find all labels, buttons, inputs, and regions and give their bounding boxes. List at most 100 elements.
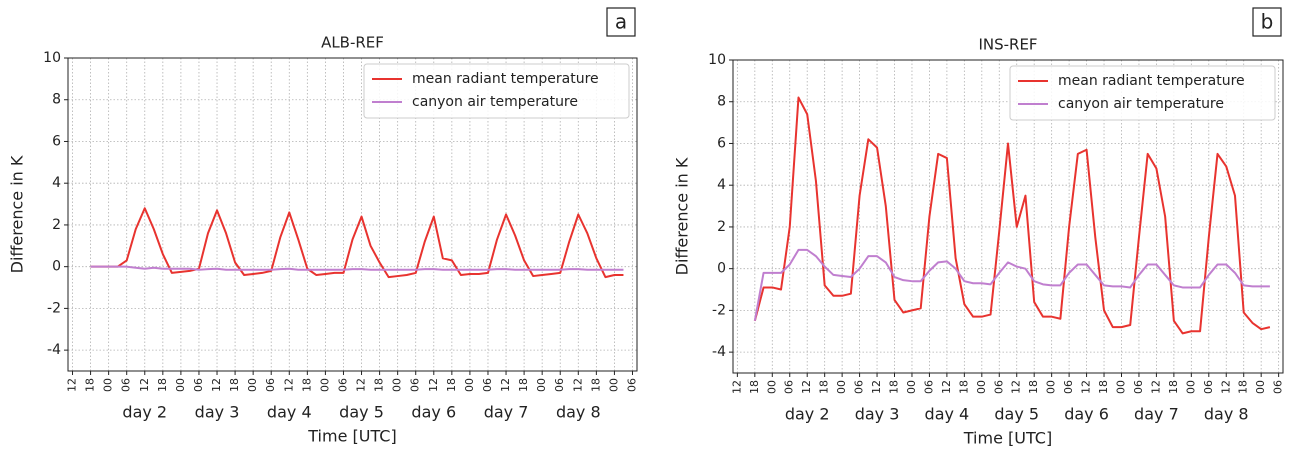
day-label: day 8 [1204,405,1249,424]
day-label: day 2 [785,405,830,424]
x-tick-label: 18 [1167,380,1180,394]
x-tick-label: 06 [336,378,349,392]
x-tick-label: 12 [940,380,953,394]
x-tick-label: 00 [975,380,988,394]
x-tick-label: 06 [992,380,1005,394]
y-tick-label: 4 [717,177,726,193]
x-tick-label: 18 [748,380,761,394]
y-tick-label: 4 [52,175,61,191]
day-label: day 5 [994,405,1039,424]
x-tick-label: 18 [300,378,313,392]
x-tick-label: 18 [445,378,458,392]
x-tick-label: 12 [499,378,512,392]
x-tick-label: 06 [1202,380,1215,394]
x-tick-label: 12 [282,378,295,392]
x-tick-label: 18 [1097,380,1110,394]
x-tick-label: 00 [174,378,187,392]
x-axis-label: Time [UTC] [307,427,396,446]
y-tick-label: 6 [717,135,726,151]
x-tick-label: 06 [120,378,133,392]
x-tick-label: 18 [84,378,97,392]
x-tick-label: 12 [1010,380,1023,394]
x-tick-label: 00 [246,378,259,392]
x-tick-label: 18 [373,378,386,392]
chart-title: INS-REF [978,36,1037,54]
x-tick-label: 18 [156,378,169,392]
x-tick-label: 12 [800,380,813,394]
legend-label: mean radiant temperature [412,71,599,87]
y-tick-label: 2 [717,219,726,235]
y-tick-label: -2 [712,302,726,318]
x-tick-label: 06 [264,378,277,392]
plot-frame [67,57,638,372]
day-label: day 7 [1134,405,1179,424]
x-tick-label: 18 [517,378,530,392]
legend-label: canyon air temperature [412,94,578,110]
x-tick-label: 00 [835,380,848,394]
x-tick-label: 18 [1027,380,1040,394]
series-line [753,96,1271,335]
x-tick-label: 06 [481,378,494,392]
x-tick-label: 00 [463,378,476,392]
x-axis-label: Time [UTC] [963,429,1052,448]
day-label: day 4 [267,403,312,422]
x-tick-label: 06 [192,378,205,392]
legend-label: canyon air temperature [1058,96,1224,112]
x-tick-label: 18 [589,378,602,392]
x-tick-label: 06 [553,378,566,392]
legend-label: mean radiant temperature [1058,73,1245,89]
x-tick-label: 06 [853,380,866,394]
x-tick-label: 12 [210,378,223,392]
x-tick-label: 06 [922,380,935,394]
day-label: day 7 [484,403,529,422]
series-line [753,248,1270,322]
y-tick-label: 6 [52,133,61,149]
x-tick-label: 18 [888,380,901,394]
day-label: day 5 [339,403,384,422]
x-tick-label: 00 [535,378,548,392]
x-tick-label: 00 [1045,380,1058,394]
panel-label: b [1261,10,1274,34]
legend-box [1009,65,1276,121]
legend-box [363,63,630,119]
x-tick-label: 12 [138,378,151,392]
series-line [90,207,624,279]
y-tick-label: 0 [717,261,726,277]
x-tick-label: 12 [355,378,368,392]
x-tick-label: 12 [870,380,883,394]
day-label: day 3 [195,403,240,422]
x-tick-label: 00 [607,378,620,392]
y-tick-label: -4 [712,344,726,360]
x-tick-label: 06 [1132,380,1145,394]
x-tick-label: 00 [391,378,404,392]
x-tick-label: 06 [1062,380,1075,394]
x-tick-label: 18 [818,380,831,394]
x-tick-label: 12 [66,378,79,392]
chart-title: ALB-REF [321,34,384,52]
x-tick-label: 00 [1184,380,1197,394]
day-label: day 4 [925,405,970,424]
x-tick-label: 18 [228,378,241,392]
y-tick-label: -2 [47,300,61,316]
x-tick-label: 00 [905,380,918,394]
series-line [90,265,624,271]
x-tick-label: 06 [1272,380,1285,394]
panel-label-box [1252,7,1282,37]
y-tick-label: 10 [43,50,61,66]
x-tick-label: 18 [957,380,970,394]
y-tick-label: 8 [717,94,726,110]
x-tick-label: 00 [318,378,331,392]
x-tick-label: 00 [1254,380,1267,394]
x-tick-label: 12 [1149,380,1162,394]
plot-frame [732,59,1284,374]
y-tick-label: 0 [52,259,61,275]
x-tick-label: 00 [102,378,115,392]
panel-label-box [606,7,636,37]
day-label: day 8 [556,403,601,422]
day-label: day 6 [1064,405,1109,424]
day-label: day 3 [855,405,900,424]
day-label: day 2 [122,403,167,422]
x-tick-label: 12 [427,378,440,392]
y-axis-label: Difference in K [673,157,692,275]
